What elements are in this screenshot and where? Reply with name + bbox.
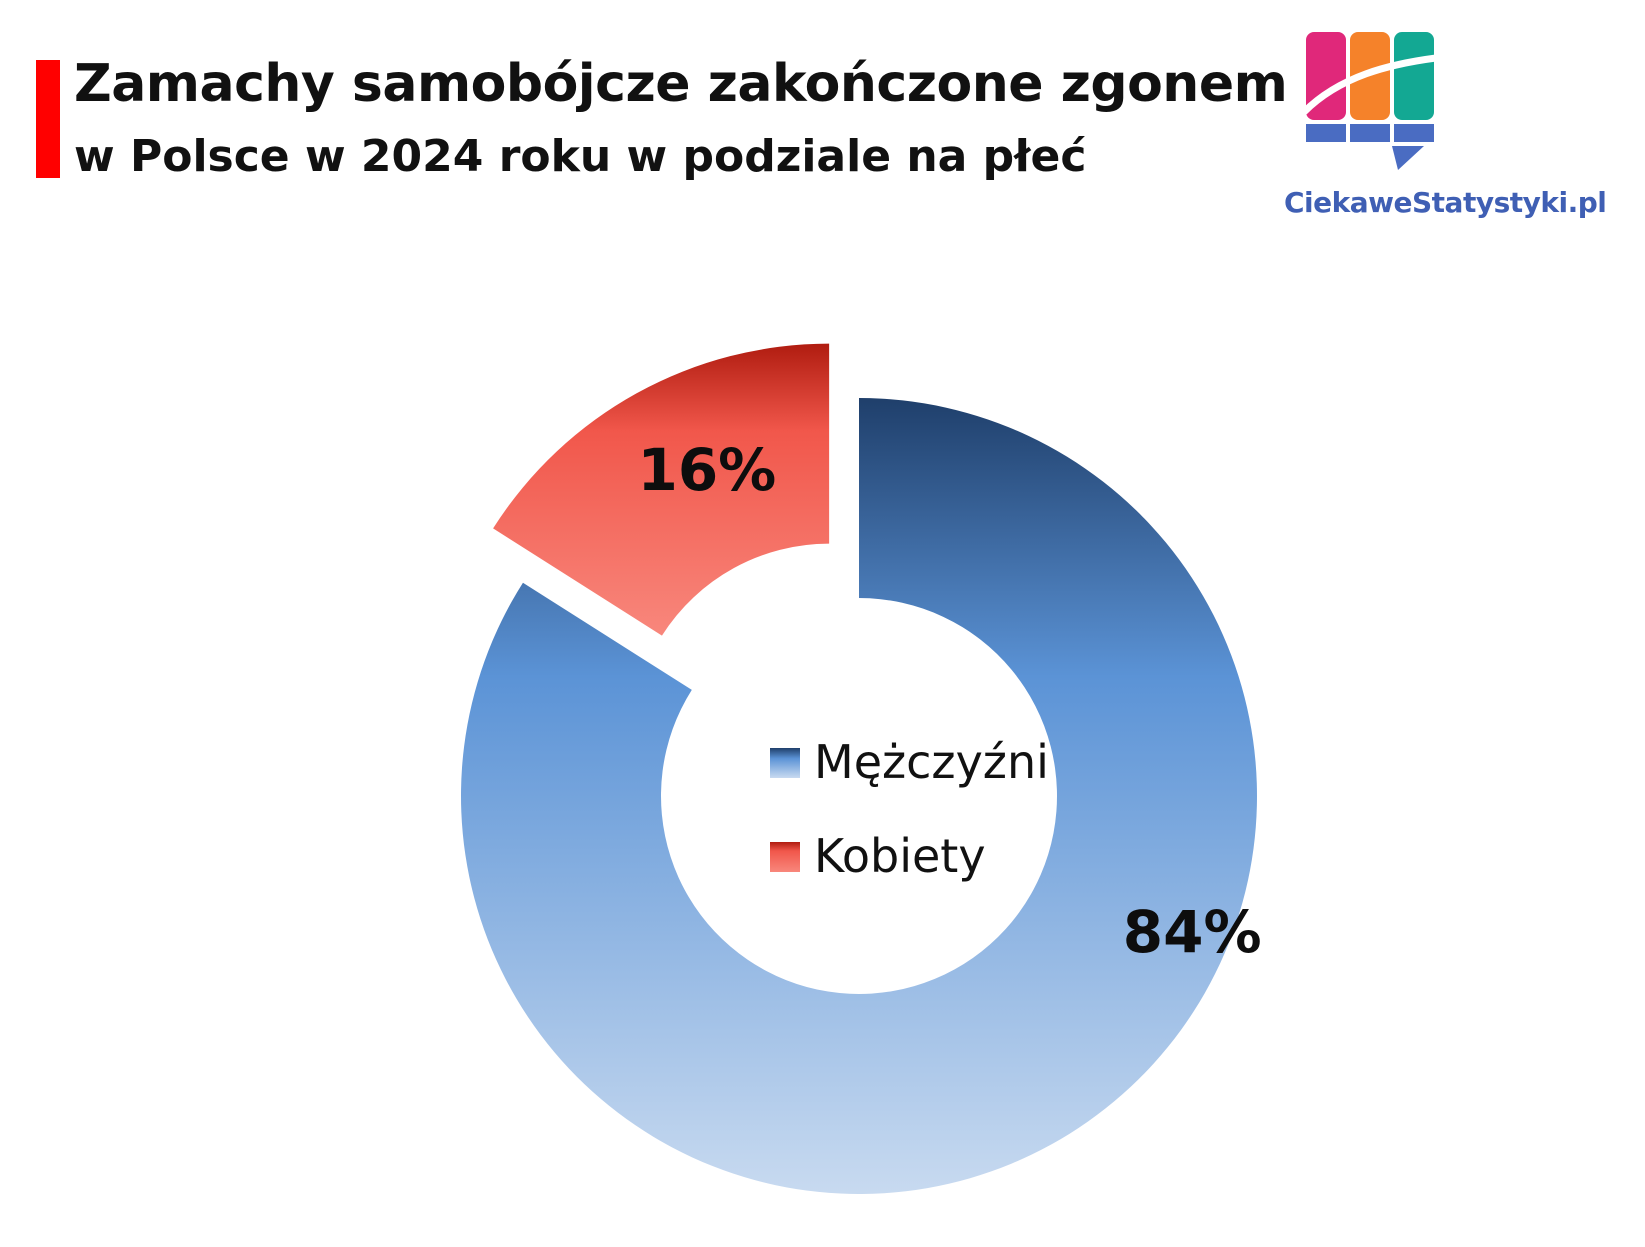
legend-label-mezczyzni: Mężczyźni [814, 735, 1049, 789]
logo-trend-line [1301, 54, 1437, 115]
logo-base-3 [1394, 124, 1434, 142]
title-accent-bar [36, 60, 60, 178]
donut-slice-kobiety [493, 343, 830, 636]
logo-bar-teal [1394, 32, 1434, 120]
logo-text: CiekaweStatystyki.pl [1284, 186, 1607, 219]
logo-pointer [1392, 146, 1424, 170]
logo-icon [1301, 32, 1437, 170]
legend-swatch-mezczyzni [770, 748, 800, 778]
donut-slice-mezczyzni [460, 398, 1257, 1194]
data-label-kobiety: 16% [637, 436, 776, 504]
chart-subtitle: w Polsce w 2024 roku w podziale na płeć [74, 131, 1087, 182]
logo-base-2 [1350, 124, 1390, 142]
legend-label-kobiety: Kobiety [814, 829, 986, 883]
chart-title: Zamachy samobójcze zakończone zgonem [74, 54, 1288, 114]
logo-base-1 [1306, 124, 1346, 142]
data-label-mezczyzni: 84% [1123, 898, 1262, 966]
legend-swatch-kobiety [770, 842, 800, 872]
chart-legend: Mężczyźni Kobiety [770, 735, 1049, 883]
